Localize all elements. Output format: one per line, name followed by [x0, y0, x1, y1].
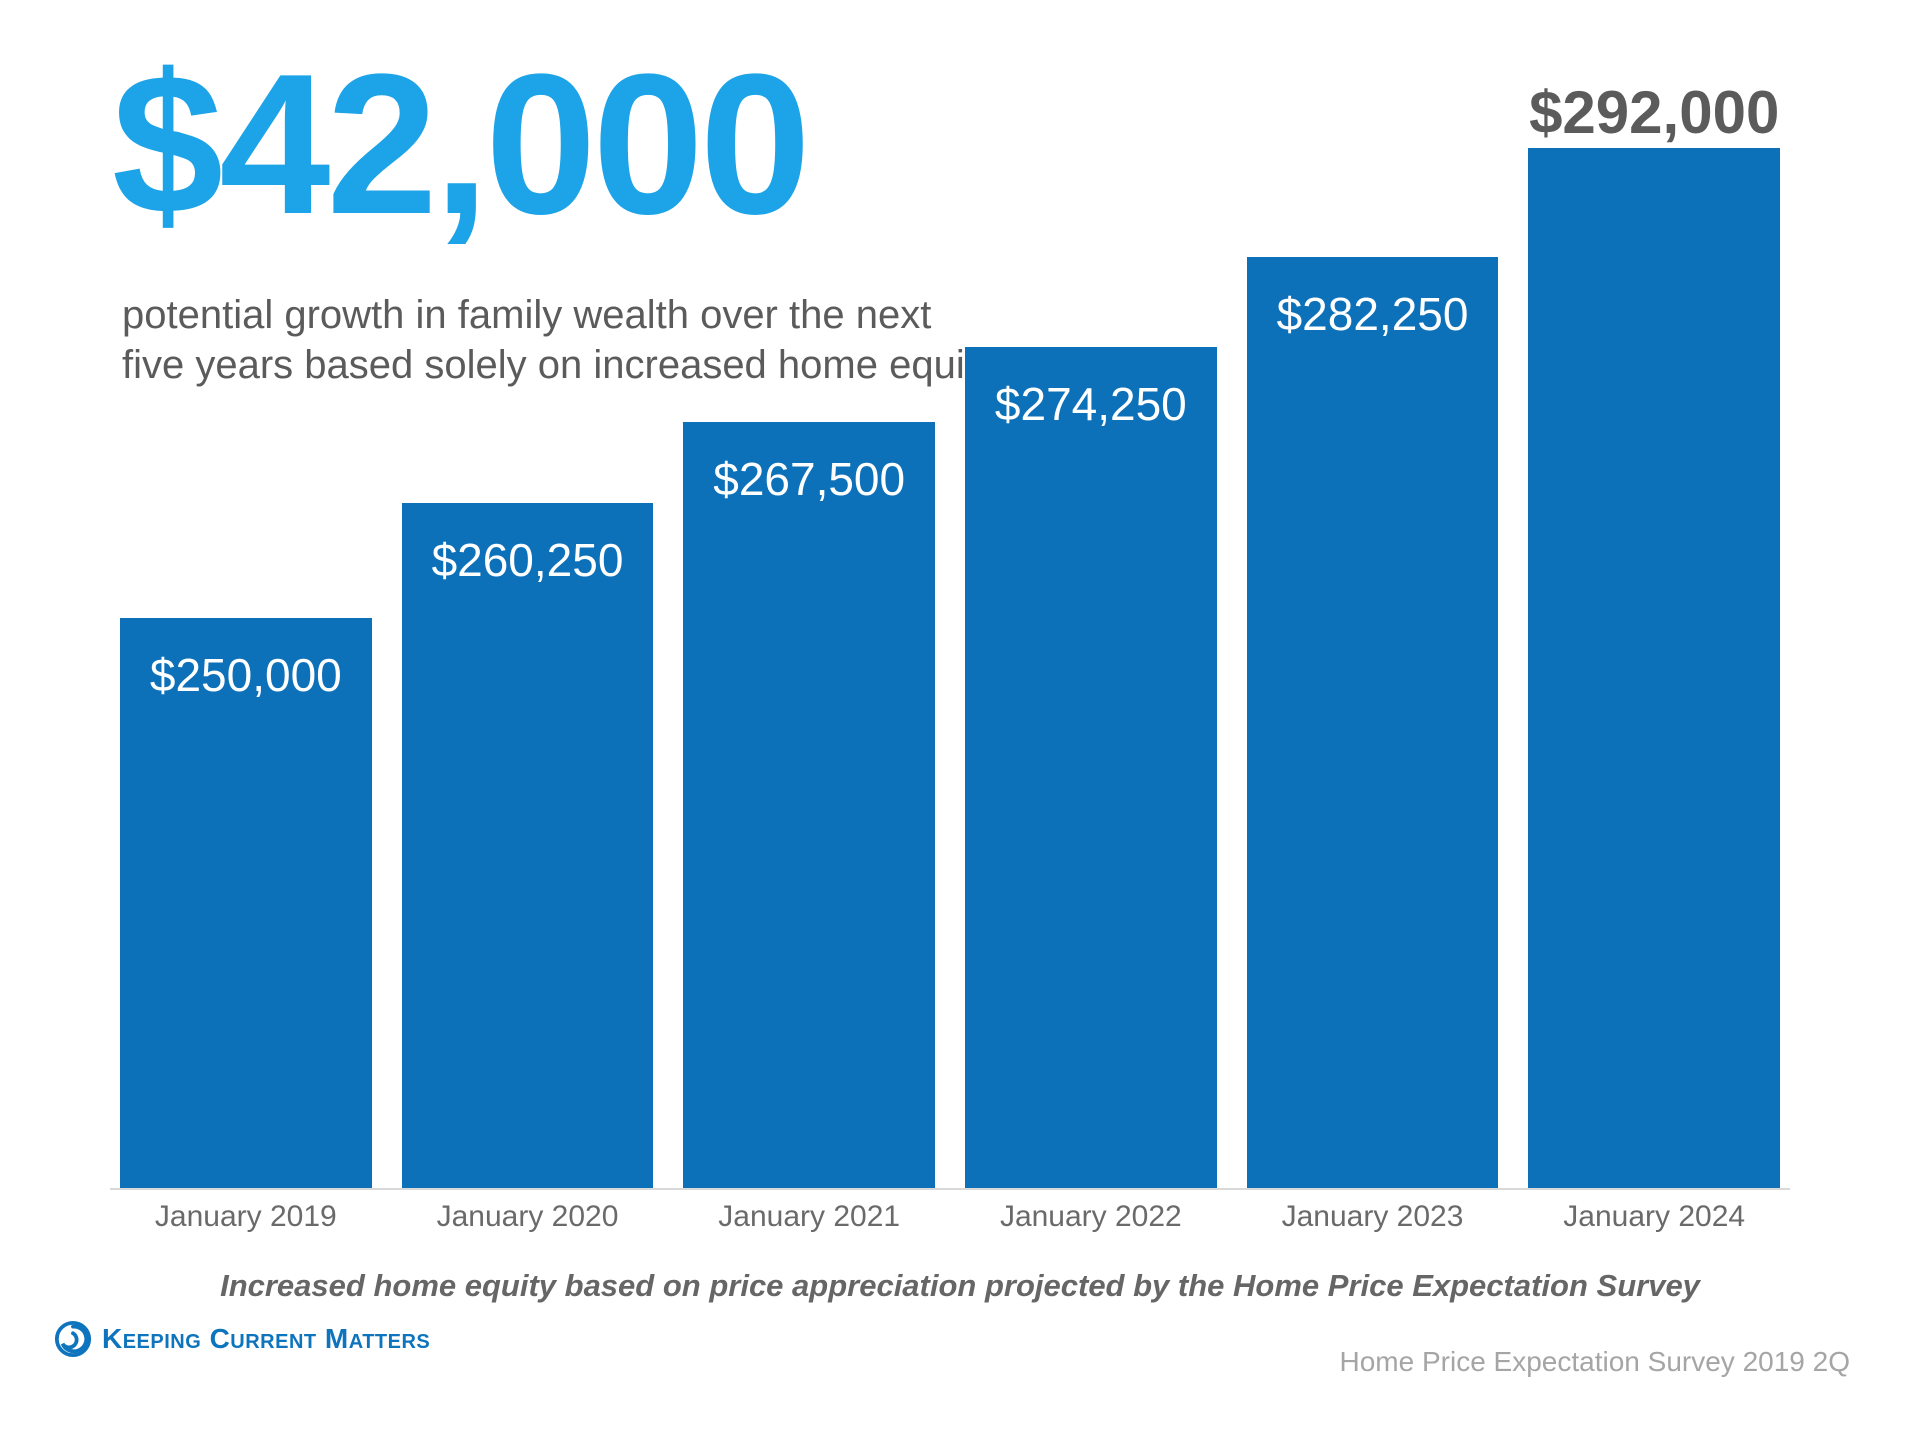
x-axis-label: January 2023 [1247, 1200, 1499, 1234]
source-footer: Home Price Expectation Survey 2019 2Q [1340, 1346, 1850, 1378]
brand-logo: Keeping Current Matters [54, 1320, 430, 1358]
bar-column: $282,250 [1247, 257, 1499, 1188]
bar-column: $260,250 [402, 503, 654, 1188]
chart-bar [1528, 148, 1780, 1188]
x-axis-labels: January 2019 January 2020 January 2021 Janu… [110, 1200, 1790, 1234]
chart-bar [683, 422, 935, 1188]
chart-bar [120, 618, 372, 1188]
x-axis-label: January 2020 [402, 1200, 654, 1234]
chart-bar [965, 347, 1217, 1188]
bar-value-label-inside: $274,250 [965, 377, 1217, 431]
chart-bar [402, 503, 654, 1188]
bar-chart: $250,000 $260,250 $267,500 $274,250 $282,250… [110, 130, 1790, 1190]
bar-value-label-inside: $260,250 [402, 533, 654, 587]
bar-value-label-outside: $292,000 [1528, 78, 1780, 147]
bar-column: $250,000 [120, 618, 372, 1188]
chart-caption: Increased home equity based on price app… [0, 1268, 1920, 1304]
bar-column: $274,250 [965, 347, 1217, 1188]
brand-name: Keeping Current Matters [102, 1323, 430, 1355]
x-axis-label: January 2021 [683, 1200, 935, 1234]
bar-value-label-inside: $282,250 [1247, 287, 1499, 341]
x-axis-label: January 2024 [1528, 1200, 1780, 1234]
spiral-icon [54, 1320, 92, 1358]
x-axis-label: January 2019 [120, 1200, 372, 1234]
chart-bar [1247, 257, 1499, 1188]
bar-value-label-inside: $267,500 [683, 452, 935, 506]
x-axis-label: January 2022 [965, 1200, 1217, 1234]
bar-value-label-inside: $250,000 [120, 648, 372, 702]
bar-column: $267,500 [683, 422, 935, 1188]
bar-column: $292,000 [1528, 148, 1780, 1188]
